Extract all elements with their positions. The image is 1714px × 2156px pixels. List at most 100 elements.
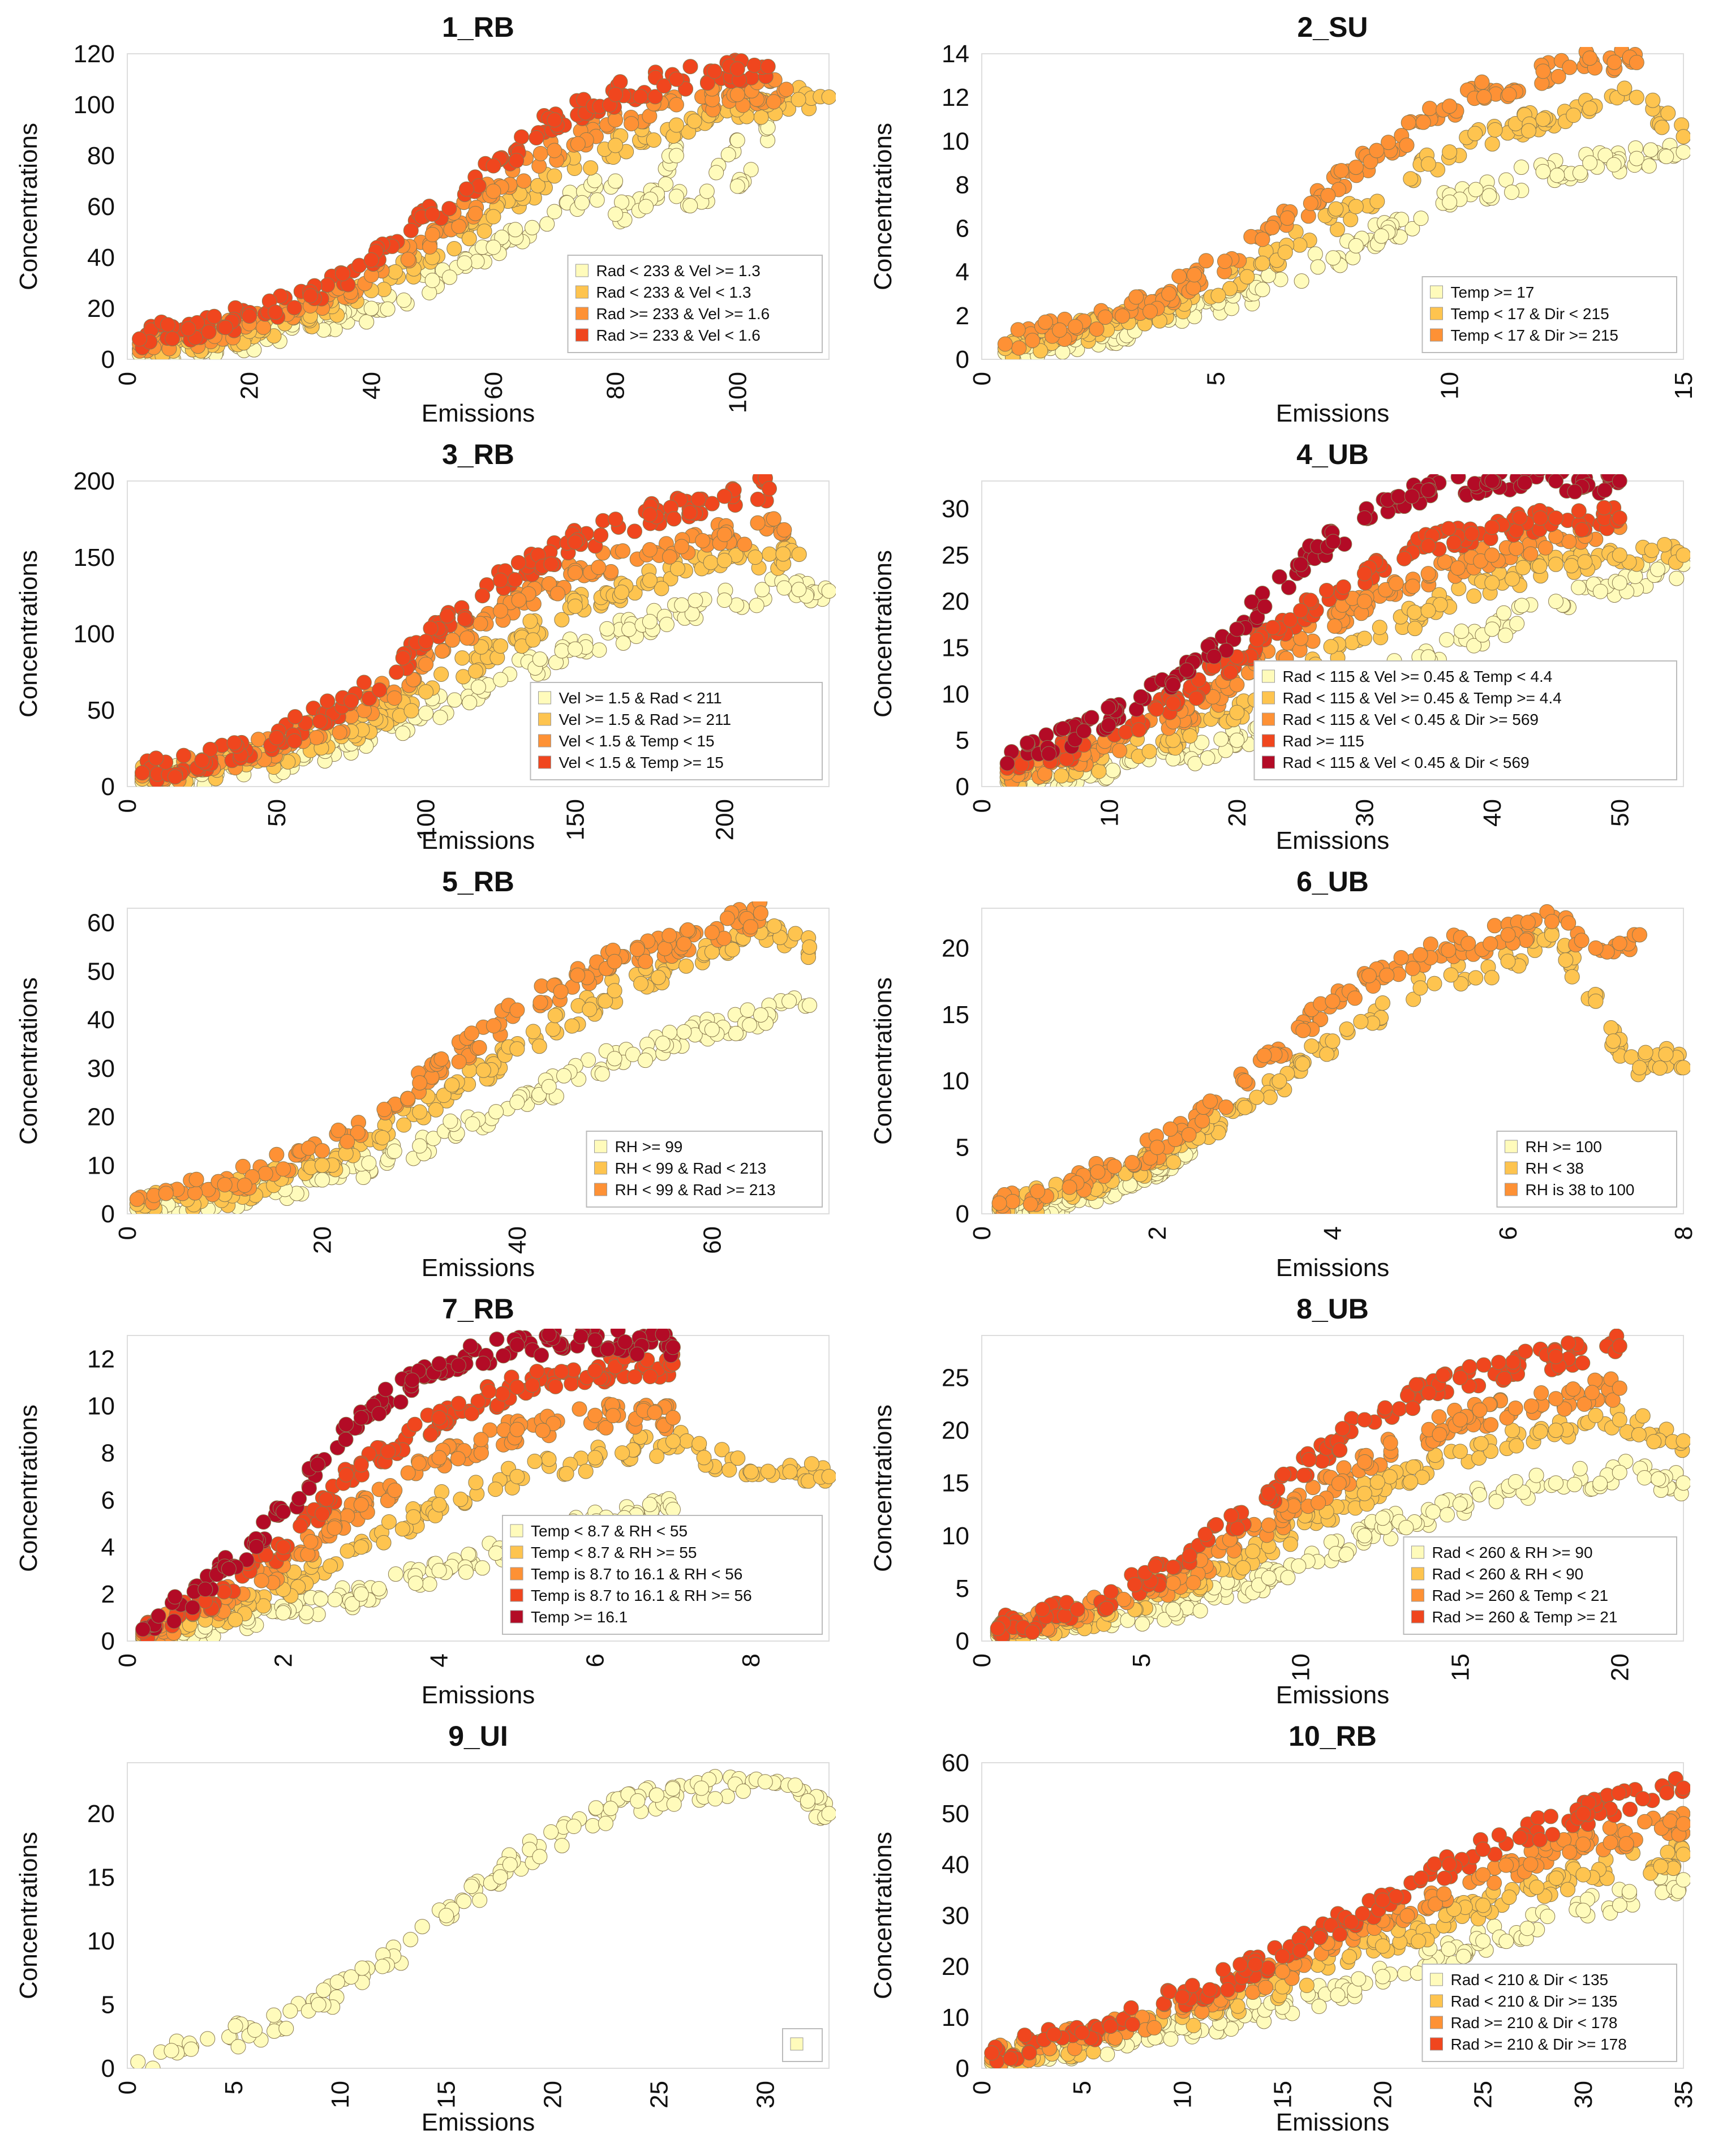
scatter-point	[1348, 199, 1364, 214]
scatter-point	[1657, 537, 1673, 553]
scatter-point	[433, 1051, 449, 1067]
scatter-point	[668, 188, 684, 204]
scatter-point	[428, 1102, 444, 1118]
scatter-point	[1582, 100, 1598, 116]
y-tick-label: 0	[956, 1627, 969, 1655]
scatter-point	[481, 1384, 497, 1399]
scatter-point	[554, 612, 570, 628]
legend-swatch	[594, 1161, 607, 1175]
y-axis-label: Concentrations	[15, 1405, 42, 1572]
scatter-point	[300, 1547, 316, 1562]
scatter-point	[400, 251, 416, 267]
scatter-point	[1010, 322, 1026, 338]
series-1	[990, 1454, 1690, 1641]
scatter-point	[527, 1453, 543, 1469]
scatter-point	[167, 1589, 183, 1605]
x-tick-label: 30	[1351, 799, 1378, 827]
scatter-point	[362, 690, 377, 706]
scatter-point	[791, 582, 807, 598]
scatter-point	[291, 1491, 307, 1506]
scatter-point	[638, 954, 654, 969]
scatter-point	[301, 1480, 317, 1496]
scatter-point	[151, 1608, 166, 1624]
scatter-point	[1245, 1543, 1261, 1559]
scatter-point	[1509, 523, 1524, 539]
scatter-point	[1612, 510, 1627, 526]
scatter-point	[525, 632, 541, 648]
scatter-point	[1557, 1401, 1573, 1417]
x-axis-label: Emissions	[1276, 1681, 1390, 1709]
scatter-point	[350, 1125, 366, 1141]
scatter-point	[661, 927, 677, 943]
scatter-point	[748, 549, 763, 565]
scatter-point	[1644, 543, 1660, 559]
scatter-points	[997, 47, 1690, 359]
scatter-point	[1574, 522, 1590, 538]
scatter-point	[1124, 1154, 1140, 1170]
scatter-point	[340, 1543, 355, 1559]
scatter-point	[1440, 1507, 1455, 1523]
scatter-point	[1606, 54, 1622, 70]
scatter-point	[1192, 1603, 1208, 1618]
scatter-point	[458, 181, 474, 197]
x-tick-label: 2	[1144, 1226, 1171, 1240]
scatter-point	[1439, 632, 1455, 647]
scatter-point	[439, 608, 455, 624]
scatter-point	[1133, 689, 1149, 705]
scatter-point	[1165, 677, 1181, 693]
scatter-point	[1162, 1121, 1178, 1137]
y-tick-label: 0	[956, 1200, 969, 1228]
scatter-point	[1282, 1536, 1298, 1552]
legend-swatch	[575, 328, 588, 342]
scatter-point	[1588, 1407, 1604, 1423]
scatter-points	[134, 474, 836, 787]
scatter-point	[494, 229, 510, 245]
scatter-point	[403, 222, 419, 238]
y-tick-label: 10	[87, 1393, 115, 1420]
scatter-point	[165, 331, 181, 347]
scatter-point	[1535, 63, 1551, 79]
scatter-point	[1279, 210, 1295, 226]
scatter-point	[534, 1347, 549, 1363]
scatter-point	[647, 1405, 663, 1420]
scatter-point	[303, 1534, 319, 1549]
scatter-point	[1037, 314, 1053, 330]
scatter-point	[1437, 554, 1453, 570]
scatter-point	[573, 1329, 588, 1345]
scatter-point	[760, 59, 776, 74]
legend-entry: RH is 38 to 100	[1526, 1181, 1635, 1199]
scatter-point	[1239, 269, 1255, 285]
scatter-point	[642, 1497, 658, 1513]
scatter-point	[1566, 108, 1582, 123]
scatter-point	[1264, 220, 1280, 235]
legend-swatch	[538, 691, 551, 705]
scatter-point	[670, 561, 686, 577]
scatter-point	[1577, 554, 1593, 570]
scatter-point	[1055, 721, 1071, 737]
scatter-point	[682, 198, 698, 214]
legend-box	[530, 682, 823, 780]
scatter-point	[1338, 1547, 1354, 1562]
scatter-point	[779, 81, 794, 97]
scatter-point	[1333, 163, 1349, 179]
scatter-point	[556, 1068, 572, 1084]
y-axis-label: Concentrations	[869, 977, 897, 1145]
scatter-point	[1548, 510, 1564, 526]
x-tick-label: 0	[968, 1226, 996, 1240]
scatter-point	[1165, 1601, 1181, 1617]
scatter-point	[251, 732, 267, 748]
scatter-point	[1669, 570, 1685, 586]
scatter-point	[1441, 942, 1457, 958]
scatter-point	[320, 277, 336, 293]
scatter-point	[404, 1372, 420, 1388]
scatter-point	[655, 1036, 671, 1051]
scatter-point	[1202, 1093, 1218, 1109]
scatter-point	[1313, 1011, 1329, 1027]
chart-title: 6_UB	[1296, 866, 1369, 897]
scatter-point	[1084, 710, 1099, 725]
scatter-point	[587, 1332, 603, 1348]
scatter-point	[1218, 1100, 1234, 1115]
scatter-point	[343, 693, 359, 709]
